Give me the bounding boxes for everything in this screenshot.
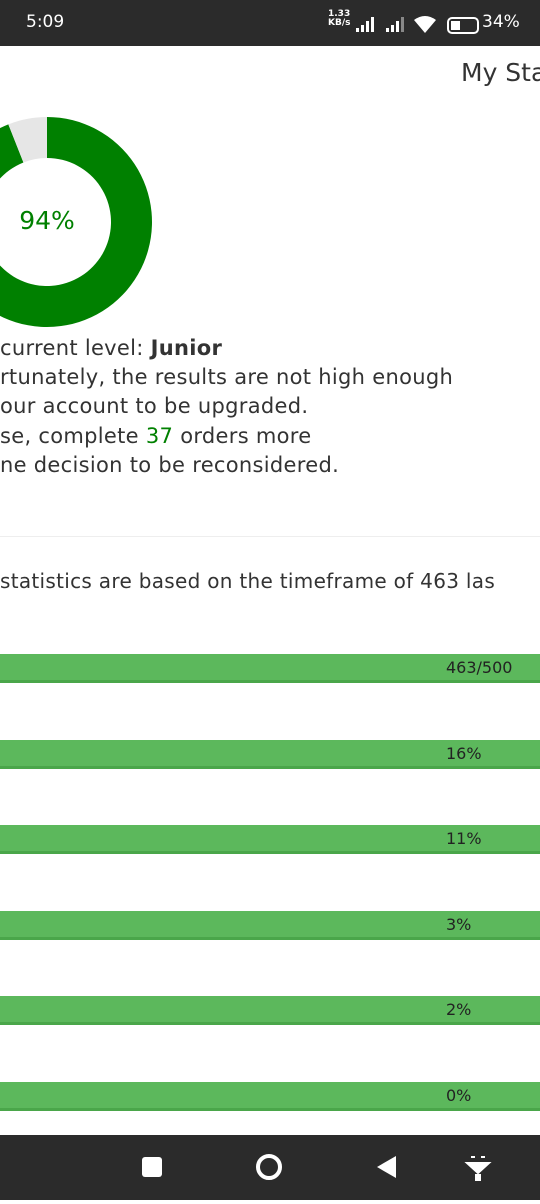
- message-line: rtunately, the results are not high enou…: [0, 365, 454, 389]
- speed-unit: KB/s: [328, 18, 351, 28]
- net-speed: 1.33 KB/s: [328, 10, 350, 28]
- message-line: ne decision to be reconsidered.: [0, 453, 340, 477]
- speed: 1.33: [328, 9, 351, 19]
- bar-label: 0%: [446, 1086, 472, 1105]
- progress-bar: 463/500: [0, 654, 540, 683]
- level-name: Junior: [150, 336, 223, 360]
- orders-count: 37: [145, 424, 174, 448]
- bar-label: 2%: [446, 1000, 472, 1020]
- statistics-note: statistics are based on the timeframe of…: [0, 569, 496, 593]
- status-bar: 5:09 1.33 KB/s 34%: [0, 0, 540, 46]
- donut-chart: 94%: [0, 117, 152, 327]
- donut-value: [0, 117, 152, 327]
- donut-rest: [8, 117, 47, 163]
- battery: 34%: [482, 12, 520, 32]
- message-line: se, complete 37 orders more: [0, 424, 312, 448]
- nav-bar: [0, 1135, 540, 1200]
- menu-button[interactable]: [464, 1156, 492, 1181]
- message-line: our account to be upgraded.: [0, 394, 309, 418]
- time: 5:09: [26, 12, 65, 32]
- nav-icons: [142, 1154, 492, 1181]
- page-title: My Sta: [461, 58, 540, 87]
- progress-bar: 11%: [0, 825, 540, 855]
- bar-label: 11%: [446, 829, 482, 849]
- home-button[interactable]: [256, 1154, 282, 1180]
- divider: [0, 536, 540, 537]
- level-prefix: current level:: [0, 336, 151, 360]
- text: se, complete: [0, 424, 146, 448]
- bar-label: 16%: [446, 743, 482, 763]
- status-icons: [356, 16, 479, 34]
- progress-bar: 0%: [0, 1082, 540, 1111]
- back-button[interactable]: [377, 1156, 396, 1178]
- recent-button[interactable]: [142, 1157, 162, 1177]
- bar-label: 3%: [446, 914, 472, 934]
- donut-label: 94%: [19, 206, 75, 235]
- progress-bar: 2%: [0, 996, 540, 1026]
- bar-label: 463/500: [446, 658, 513, 677]
- text: orders more: [173, 424, 312, 448]
- progress-bar: 16%: [0, 739, 540, 769]
- level-line: current level: Junior: [0, 336, 222, 360]
- progress-bar: 3%: [0, 910, 540, 940]
